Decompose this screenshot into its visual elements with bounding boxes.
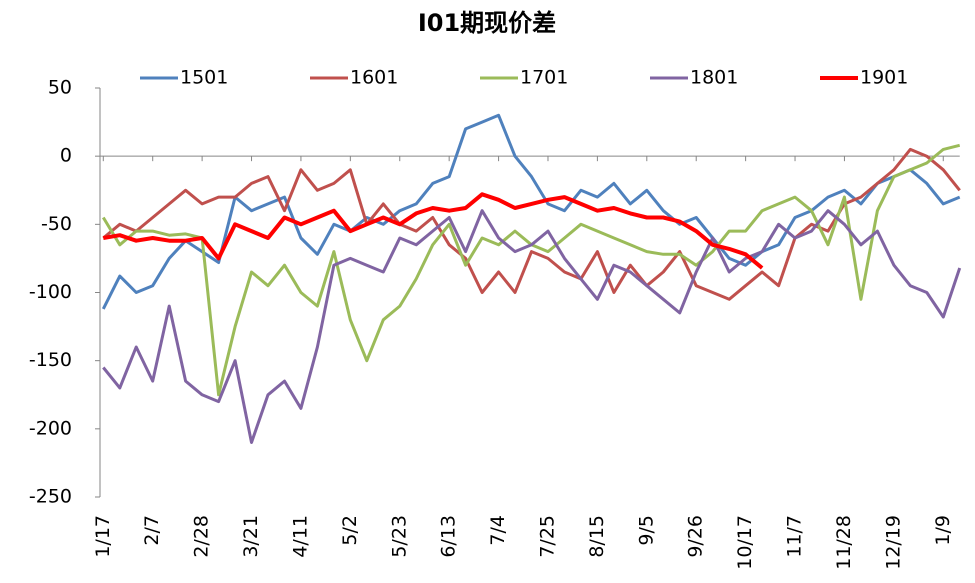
x-tick-label: 11/28 [833, 515, 855, 570]
x-tick-label: 1/17 [92, 515, 114, 558]
y-tick-label: -100 [29, 281, 72, 303]
series-line [101, 113, 961, 310]
x-tick-label: 4/11 [289, 515, 311, 558]
x-tick-label: 5/2 [339, 515, 361, 546]
chart-title: I01期现价差 [418, 9, 556, 37]
legend-label: 1501 [180, 67, 228, 89]
y-tick-label: 50 [48, 77, 72, 99]
x-tick-label: 9/26 [685, 515, 707, 558]
x-tick-label: 9/5 [635, 515, 657, 546]
x-tick-label: 6/13 [438, 515, 460, 558]
x-tick-label: 2/28 [191, 515, 213, 558]
x-tick-label: 5/23 [388, 515, 410, 558]
x-tick-label: 8/15 [586, 515, 608, 558]
x-tick-label: 3/21 [240, 515, 262, 558]
series-line [102, 192, 764, 270]
legend-label: 1801 [690, 67, 738, 89]
y-tick-label: 0 [60, 145, 72, 167]
legend-label: 1601 [350, 67, 398, 89]
series-line [102, 147, 961, 301]
x-tick-label: 12/19 [882, 515, 904, 570]
x-tick-label: 10/17 [734, 515, 756, 570]
x-tick-label: 1/9 [932, 515, 954, 546]
y-tick-label: -200 [29, 417, 72, 439]
y-tick-label: -250 [29, 486, 72, 508]
series-line [102, 143, 961, 397]
x-tick-label: 7/25 [536, 515, 558, 558]
x-tick-label: 11/7 [784, 515, 806, 558]
y-tick-label: -150 [29, 349, 72, 371]
legend-label: 1701 [520, 67, 568, 89]
x-tick-label: 2/7 [141, 515, 163, 546]
series-line [102, 209, 962, 444]
x-tick-label: 7/4 [487, 515, 509, 546]
y-tick-label: -50 [41, 213, 72, 235]
legend-label: 1901 [860, 67, 908, 89]
